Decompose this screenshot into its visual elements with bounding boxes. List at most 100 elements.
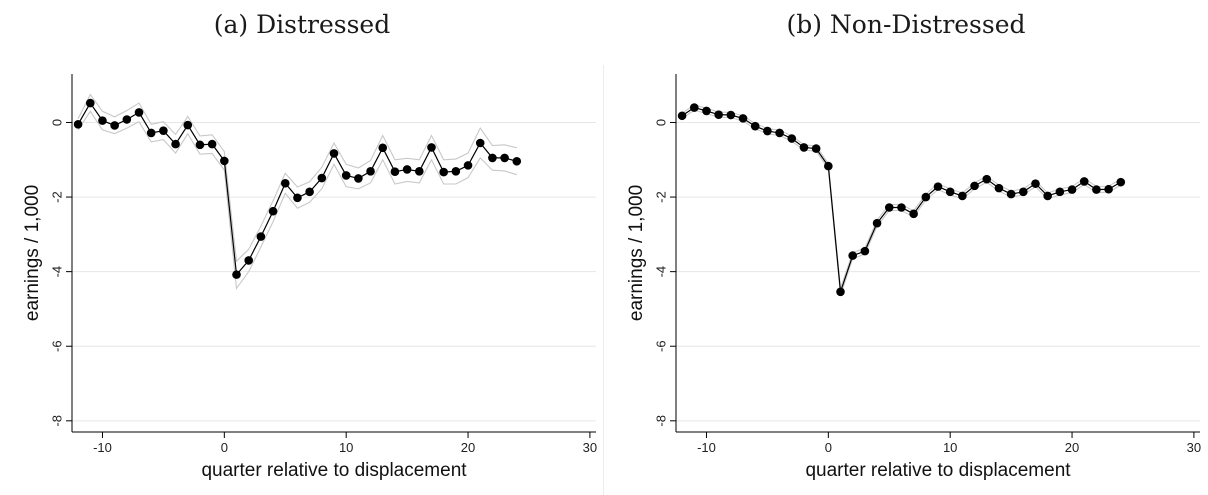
data-point (293, 193, 302, 203)
data-point (677, 111, 687, 121)
panel-distressed: (a) Distressed 0 -2 -4 -6 -8 -10 0 10 20 30 quarte… (22, 10, 597, 481)
data-point (848, 251, 857, 260)
y-tick-label: -4 (653, 266, 668, 278)
data-point (329, 149, 339, 158)
y-tick-label: -2 (49, 191, 64, 203)
data-point (317, 173, 327, 183)
data-point (232, 270, 241, 279)
x-tick-label: 20 (1065, 440, 1079, 455)
y-tick-label: 0 (49, 119, 64, 126)
data-point (390, 167, 400, 177)
data-point (1031, 179, 1040, 188)
x-tick-label: -10 (93, 440, 112, 455)
data-point (1019, 187, 1028, 197)
data-point (738, 114, 748, 123)
data-point (1116, 177, 1126, 187)
x-tick-label: 30 (1187, 440, 1201, 455)
data-point (897, 203, 906, 212)
data-point (475, 138, 485, 148)
confidence-band-line (77, 110, 517, 290)
data-point (159, 126, 168, 135)
data-point (787, 134, 797, 143)
data-point (714, 110, 723, 119)
confidence-band-line (681, 109, 1122, 296)
data-point (933, 182, 943, 191)
data-point (958, 191, 967, 201)
data-point (970, 181, 979, 191)
panel-non-distressed: (b) Non-Distressed 0 -2 -4 -6 -8 -10 0 10 20 30 qu… (604, 0, 1208, 495)
data-point (860, 246, 870, 256)
data-point (488, 153, 497, 163)
chart-title: (b) Non-Distressed (786, 10, 1026, 39)
x-tick-label: -10 (697, 440, 716, 455)
data-point (439, 167, 448, 177)
data-point (1092, 185, 1101, 194)
x-tick-label: 10 (943, 440, 957, 455)
data-point (689, 103, 699, 112)
y-tick-label: 0 (653, 119, 668, 126)
x-axis-title: quarter relative to displacement (201, 460, 467, 481)
x-tick-label: 0 (221, 440, 228, 455)
x-tick-label: 30 (583, 440, 597, 455)
data-point (811, 144, 821, 153)
y-axis-title: earnings / 1,000 (626, 185, 647, 321)
data-point (1104, 184, 1113, 194)
data-point (726, 110, 736, 120)
data-point (183, 120, 193, 130)
y-tick-label: -6 (653, 340, 668, 352)
chart-distressed: 0 -2 -4 -6 -8 -10 0 10 20 30 quarter relative to d… (22, 74, 597, 481)
data-point (775, 128, 784, 138)
y-tick-label: -8 (49, 415, 64, 427)
data-point (134, 108, 144, 117)
data-point (195, 140, 205, 150)
data-point (98, 116, 107, 125)
data-point (945, 187, 955, 197)
data-point (763, 126, 772, 136)
data-point (122, 115, 132, 124)
chart-title: (a) Distressed (213, 10, 391, 39)
data-point (1067, 185, 1077, 194)
data-point (256, 232, 266, 241)
data-point (85, 98, 95, 108)
data-point (415, 167, 424, 176)
data-point (73, 120, 83, 129)
y-tick-label: -2 (653, 191, 668, 203)
data-point (836, 287, 845, 297)
x-tick-label: 20 (461, 440, 475, 455)
data-point (909, 209, 918, 219)
data-point (366, 167, 375, 176)
data-point (982, 174, 992, 184)
data-point (427, 143, 436, 152)
data-point (1055, 187, 1065, 197)
data-point (305, 187, 314, 197)
data-point (750, 121, 760, 131)
data-point (1043, 191, 1052, 201)
data-point (512, 156, 522, 166)
y-tick-label: -8 (653, 415, 668, 427)
panel-divider (603, 65, 604, 495)
data-point (872, 218, 882, 228)
data-point (268, 206, 278, 216)
x-tick-label: 10 (339, 440, 353, 455)
data-point (244, 256, 253, 265)
data-point (280, 178, 290, 188)
data-point (220, 156, 229, 166)
data-point (341, 171, 351, 180)
chart-non-distressed: 0 -2 -4 -6 -8 -10 0 10 20 30 quarter relative to d… (626, 74, 1201, 481)
x-axis-title: quarter relative to displacement (805, 460, 1071, 481)
data-point (921, 192, 931, 202)
y-tick-label: -6 (49, 340, 64, 352)
data-point (171, 139, 180, 149)
data-point (702, 106, 711, 116)
data-point (378, 143, 388, 153)
y-axis-title: earnings / 1,000 (22, 185, 43, 321)
data-point (146, 128, 156, 138)
confidence-band-line (77, 93, 517, 263)
data-point (884, 203, 894, 212)
data-point (207, 139, 217, 149)
data-point (110, 121, 119, 130)
data-point (402, 165, 412, 174)
data-point (500, 153, 509, 163)
data-point (354, 174, 363, 183)
data-point (1079, 177, 1089, 186)
